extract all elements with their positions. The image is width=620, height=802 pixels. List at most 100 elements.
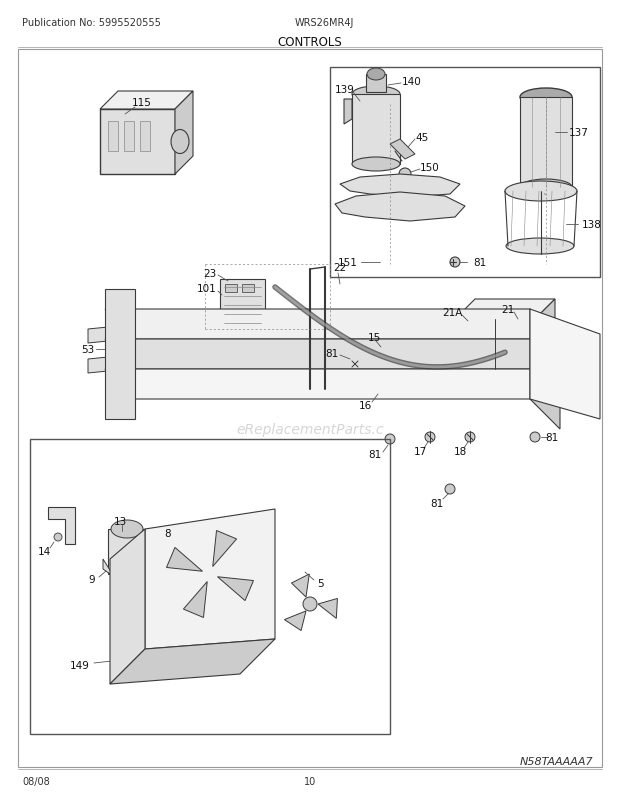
Text: eReplacementParts.c: eReplacementParts.c (236, 423, 384, 436)
Polygon shape (530, 310, 600, 419)
Circle shape (143, 558, 149, 563)
Circle shape (143, 540, 149, 545)
Bar (100, 110, 175, 175)
Text: 10: 10 (304, 776, 316, 786)
Polygon shape (110, 639, 275, 684)
Text: CONTROLS: CONTROLS (278, 36, 342, 49)
Polygon shape (175, 92, 193, 175)
Text: 14: 14 (37, 546, 51, 557)
Polygon shape (530, 310, 560, 429)
Text: Publication No: 5995520555: Publication No: 5995520555 (22, 18, 161, 28)
Bar (330, 68, 600, 277)
Bar (124, 122, 134, 152)
Text: 08/08: 08/08 (22, 776, 50, 786)
Polygon shape (48, 508, 75, 545)
Bar (108, 342, 120, 355)
Ellipse shape (520, 180, 572, 196)
Text: 140: 140 (402, 77, 422, 87)
Bar (108, 529, 146, 574)
Text: 137: 137 (569, 128, 589, 138)
Circle shape (568, 357, 584, 373)
Ellipse shape (171, 131, 189, 154)
Bar (108, 122, 118, 152)
Bar (140, 122, 150, 152)
Polygon shape (455, 300, 555, 320)
Polygon shape (344, 100, 352, 125)
Circle shape (153, 549, 157, 554)
Circle shape (373, 342, 397, 367)
Bar (108, 302, 120, 316)
Text: 45: 45 (415, 133, 428, 143)
Polygon shape (105, 370, 560, 399)
Bar (352, 95, 400, 164)
Polygon shape (105, 290, 135, 419)
Polygon shape (145, 509, 275, 649)
Polygon shape (105, 339, 560, 370)
Text: 5: 5 (317, 578, 323, 588)
Text: WRS26MR4J: WRS26MR4J (295, 18, 355, 28)
Bar (463, 370, 485, 384)
Ellipse shape (505, 182, 577, 202)
Ellipse shape (520, 89, 572, 107)
Bar (18, 50, 602, 767)
Polygon shape (88, 327, 108, 343)
Text: 81: 81 (326, 349, 339, 358)
Circle shape (137, 555, 142, 560)
Polygon shape (103, 559, 138, 583)
Bar (108, 382, 120, 395)
Text: 8: 8 (165, 529, 171, 538)
Bar (375, 375, 405, 396)
Text: 13: 13 (113, 516, 126, 526)
Text: 23: 23 (203, 269, 216, 278)
Text: 15: 15 (368, 333, 381, 342)
Text: 21A: 21A (442, 308, 462, 318)
Bar (30, 439, 390, 734)
Text: 81: 81 (430, 498, 444, 508)
Circle shape (465, 432, 475, 443)
Bar (242, 285, 254, 293)
Bar (225, 285, 237, 293)
Text: 22: 22 (334, 263, 347, 273)
Text: 81: 81 (546, 432, 559, 443)
Circle shape (540, 357, 556, 373)
Text: 151: 151 (338, 257, 358, 268)
Ellipse shape (367, 69, 385, 81)
Polygon shape (167, 548, 203, 572)
Polygon shape (110, 529, 145, 684)
Text: 16: 16 (358, 400, 371, 411)
Polygon shape (88, 358, 108, 374)
Bar (366, 75, 386, 93)
Polygon shape (105, 310, 560, 339)
Bar (392, 378, 402, 386)
Ellipse shape (352, 158, 400, 172)
Circle shape (158, 522, 262, 626)
Polygon shape (100, 92, 193, 110)
Text: 9: 9 (89, 574, 95, 585)
Polygon shape (340, 175, 460, 198)
Text: 81: 81 (368, 449, 382, 460)
Circle shape (203, 567, 217, 581)
Text: 150: 150 (420, 163, 440, 172)
Polygon shape (318, 598, 337, 618)
Circle shape (137, 542, 142, 548)
Bar (520, 98, 572, 188)
Ellipse shape (506, 239, 574, 255)
Circle shape (530, 432, 540, 443)
Circle shape (425, 432, 435, 443)
Text: 17: 17 (414, 447, 427, 456)
Circle shape (135, 549, 140, 554)
Polygon shape (390, 140, 415, 160)
Text: 149: 149 (70, 660, 90, 670)
Text: 139: 139 (335, 85, 355, 95)
Polygon shape (285, 611, 306, 630)
Circle shape (450, 257, 460, 268)
Circle shape (399, 168, 411, 180)
Text: 21: 21 (502, 305, 515, 314)
Circle shape (445, 484, 455, 494)
Bar (455, 320, 535, 370)
Circle shape (150, 555, 155, 560)
Polygon shape (291, 574, 309, 597)
Text: 138: 138 (582, 220, 602, 229)
Text: N58TAAAAA7: N58TAAAAA7 (520, 756, 593, 766)
Polygon shape (213, 531, 237, 567)
